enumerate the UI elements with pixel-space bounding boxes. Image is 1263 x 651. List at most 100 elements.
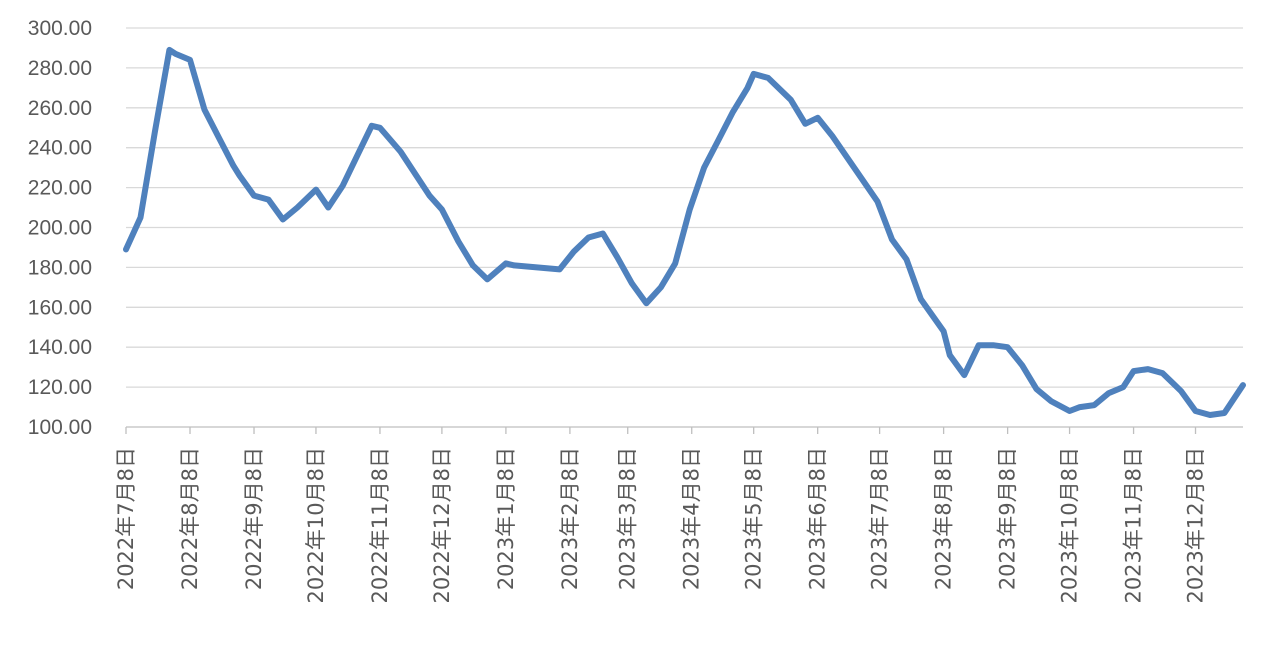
y-tick-label: 260.00	[28, 97, 92, 120]
data-point	[439, 207, 445, 213]
data-point	[875, 199, 881, 205]
data-point	[266, 197, 272, 203]
data-point	[470, 262, 476, 268]
x-tick-label: 2022年8月8日	[178, 447, 202, 590]
y-axis: 100.00 120.00 140.00 160.00 180.00 200.00 220.…	[28, 17, 92, 439]
data-point	[716, 137, 722, 143]
data-point	[280, 217, 286, 223]
x-tick-label: 2022年11月8日	[368, 447, 392, 604]
y-tick-label: 140.00	[28, 336, 92, 359]
data-point	[1160, 370, 1166, 376]
data-point	[557, 266, 563, 272]
x-tick-label: 2023年1月8日	[494, 447, 518, 590]
x-tick-label: 2023年11月8日	[1122, 447, 1146, 604]
x-tick-label: 2023年12月8日	[1184, 447, 1208, 604]
y-tick-label: 180.00	[28, 256, 92, 279]
data-point	[643, 300, 649, 306]
data-point	[889, 237, 895, 243]
data-point	[941, 328, 947, 334]
data-point	[614, 254, 620, 260]
data-point	[1019, 362, 1025, 368]
data-point	[918, 296, 924, 302]
data-point	[123, 246, 129, 252]
data-point	[629, 280, 635, 286]
data-point	[1221, 410, 1227, 416]
data-point	[369, 123, 375, 129]
data-point	[730, 109, 736, 115]
x-axis: 2022年7月8日 2022年8月8日 2022年9月8日 2022年10月8日 202…	[114, 426, 1243, 604]
x-tick-label: 2023年4月8日	[680, 447, 704, 590]
x-tick-label: 2022年12月8日	[430, 447, 454, 604]
data-point	[1091, 402, 1097, 408]
data-point	[976, 342, 982, 348]
x-tick-label: 2023年3月8日	[616, 447, 640, 590]
x-tick-label: 2023年10月8日	[1058, 447, 1082, 604]
data-point	[427, 193, 433, 199]
data-point	[658, 284, 664, 290]
y-tick-label: 300.00	[28, 17, 92, 40]
x-tick-label: 2023年8月8日	[932, 447, 956, 590]
x-tick-label: 2023年6月8日	[806, 447, 830, 590]
y-tick-label: 160.00	[28, 296, 92, 319]
data-point	[455, 239, 461, 245]
data-point	[600, 231, 606, 237]
data-point	[251, 193, 257, 199]
data-point	[990, 342, 996, 348]
data-point	[511, 262, 517, 268]
data-point	[751, 71, 757, 77]
data-point	[152, 129, 158, 135]
data-point	[829, 133, 835, 139]
data-point	[1131, 368, 1137, 374]
data-point	[947, 352, 953, 358]
data-point	[802, 121, 808, 127]
data-point	[484, 276, 490, 282]
data-point	[1067, 408, 1073, 414]
data-point	[503, 260, 509, 266]
data-point	[166, 47, 172, 53]
data-point	[904, 256, 910, 262]
data-point	[571, 248, 577, 254]
data-point	[1048, 398, 1054, 404]
data-point	[325, 205, 331, 211]
data-point	[1178, 388, 1184, 394]
data-point	[173, 51, 179, 57]
data-point	[1193, 408, 1199, 414]
data-point	[586, 235, 592, 241]
y-tick-label: 200.00	[28, 217, 92, 240]
data-point	[187, 57, 193, 63]
x-tick-label: 2022年10月8日	[304, 447, 328, 604]
data-point	[294, 205, 300, 211]
data-point	[1240, 382, 1246, 388]
data-point	[230, 163, 236, 169]
data-point	[354, 153, 360, 159]
data-point	[788, 97, 794, 103]
data-point	[745, 85, 751, 91]
data-point	[815, 115, 821, 121]
data-point	[1207, 412, 1213, 418]
data-point	[765, 75, 771, 81]
data-point	[237, 173, 243, 179]
x-tick-label: 2023年5月8日	[742, 447, 766, 590]
data-point	[1034, 386, 1040, 392]
data-point	[701, 165, 707, 171]
x-tick-label: 2023年7月8日	[868, 447, 892, 590]
data-point	[1120, 384, 1126, 390]
data-point	[961, 372, 967, 378]
data-point	[1005, 344, 1011, 350]
data-point	[202, 107, 208, 113]
x-tick-label: 2023年2月8日	[558, 447, 582, 590]
y-tick-label: 280.00	[28, 57, 92, 80]
x-tick-label: 2023年9月8日	[996, 447, 1020, 590]
data-point	[377, 125, 383, 131]
y-tick-label: 100.00	[28, 416, 92, 439]
data-point	[1145, 366, 1151, 372]
data-point	[1106, 390, 1112, 396]
data-point	[340, 183, 346, 189]
y-tick-label: 220.00	[28, 177, 92, 200]
y-tick-label: 120.00	[28, 376, 92, 399]
data-point	[216, 135, 222, 141]
data-point	[687, 207, 693, 213]
data-point	[313, 187, 319, 193]
series-line	[123, 46, 1246, 418]
